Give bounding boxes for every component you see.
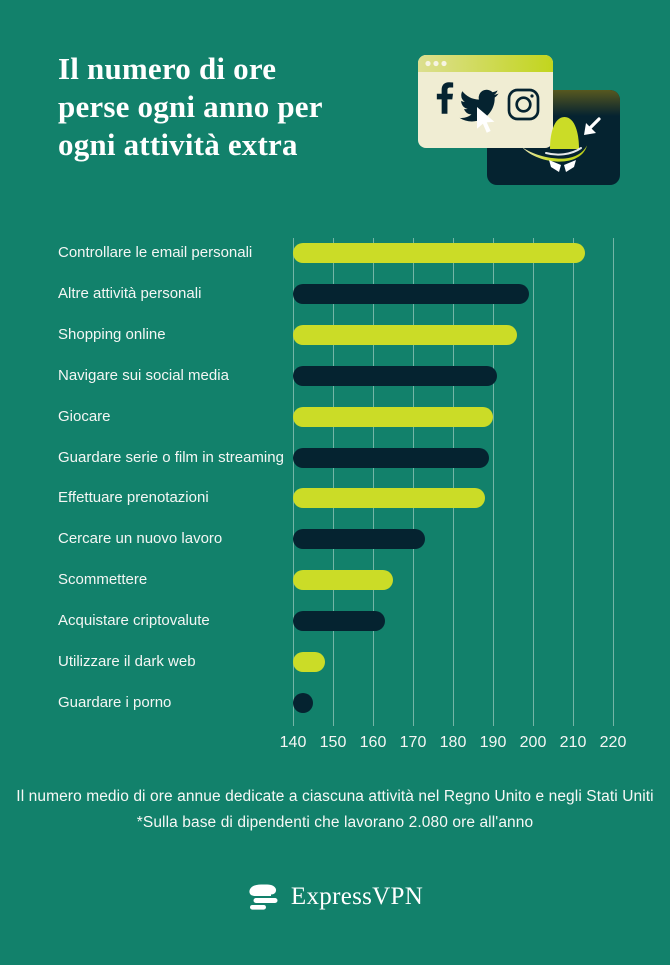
instagram-icon — [507, 88, 540, 121]
x-tick-label: 210 — [559, 734, 587, 751]
x-tick-label: 160 — [359, 734, 387, 751]
chart-bar — [293, 406, 493, 427]
category-label: Shopping online — [58, 325, 166, 343]
spy-hat-icon — [522, 117, 587, 162]
spy-eyes-icon — [549, 160, 576, 172]
gridline — [613, 238, 614, 726]
arrow-down-left-icon — [584, 117, 601, 135]
browser-window — [418, 55, 553, 148]
title-line-1: Il numero di ore — [58, 51, 277, 86]
gridline — [413, 238, 414, 726]
chart-bar — [293, 529, 425, 550]
chart-bar — [293, 283, 529, 304]
chart-bar — [293, 570, 393, 591]
category-label: Effettuare prenotazioni — [58, 489, 209, 507]
footer-note-line-1: Il numero medio di ore annue dedicate a … — [16, 788, 654, 805]
x-tick-label: 150 — [319, 734, 347, 751]
category-label: Utilizzare il dark web — [58, 653, 196, 671]
category-label: Acquistare criptovalute — [58, 612, 210, 630]
category-label: Giocare — [58, 407, 111, 425]
twitter-icon — [459, 89, 499, 122]
window-dots-icon — [425, 60, 447, 67]
x-tick-label: 220 — [599, 734, 627, 751]
chart-bar — [293, 488, 485, 509]
cursor-pointer-icon — [477, 107, 495, 133]
chart-bar — [293, 447, 489, 468]
gridline — [533, 238, 534, 726]
x-tick-label: 140 — [279, 734, 307, 751]
gridline — [493, 238, 494, 726]
brand-wordmark: ExpressVPN — [290, 883, 424, 910]
gridline — [453, 238, 454, 726]
gridline — [293, 238, 294, 726]
category-label: Controllare le email personali — [58, 244, 253, 261]
expressvpn-burger-icon — [249, 884, 278, 910]
header-illustration — [405, 45, 635, 195]
gridline — [573, 238, 574, 726]
title-line-2: perse ogni anno per — [58, 89, 323, 124]
chart-bar — [293, 365, 497, 386]
gridline — [373, 238, 374, 726]
bar-chart: 140 150 160 170 180 190 200 210 220 Controllare l… — [0, 238, 670, 768]
category-label: Scommettere — [58, 571, 148, 589]
chart-bar — [293, 243, 585, 263]
x-tick-label: 180 — [439, 734, 467, 751]
x-tick-label: 190 — [479, 734, 507, 751]
chart-bar — [293, 324, 517, 345]
chart-bar — [293, 611, 385, 632]
footer-note-line-2: *Sulla base di dipendenti che lavorano 2… — [136, 814, 534, 831]
chart-bar — [293, 693, 313, 713]
category-label: Cercare un nuovo lavoro — [58, 530, 223, 548]
x-tick-label: 170 — [399, 734, 427, 751]
gridline — [333, 238, 334, 726]
category-label: Navigare sui social media — [58, 366, 229, 384]
x-tick-label: 200 — [519, 734, 547, 751]
category-label: Altre attività personali — [58, 284, 202, 302]
category-label: Guardare i porno — [58, 694, 172, 711]
category-label: Guardare serie o film in streaming — [58, 448, 284, 466]
brand-logo: ExpressVPN — [0, 882, 670, 912]
page-title: Il numero di ore perse ogni anno per ogn… — [58, 50, 323, 164]
facebook-icon — [436, 82, 454, 114]
chart-bar — [293, 652, 325, 673]
illustration-svg — [418, 55, 620, 185]
title-line-3: ogni attività extra — [58, 127, 298, 162]
